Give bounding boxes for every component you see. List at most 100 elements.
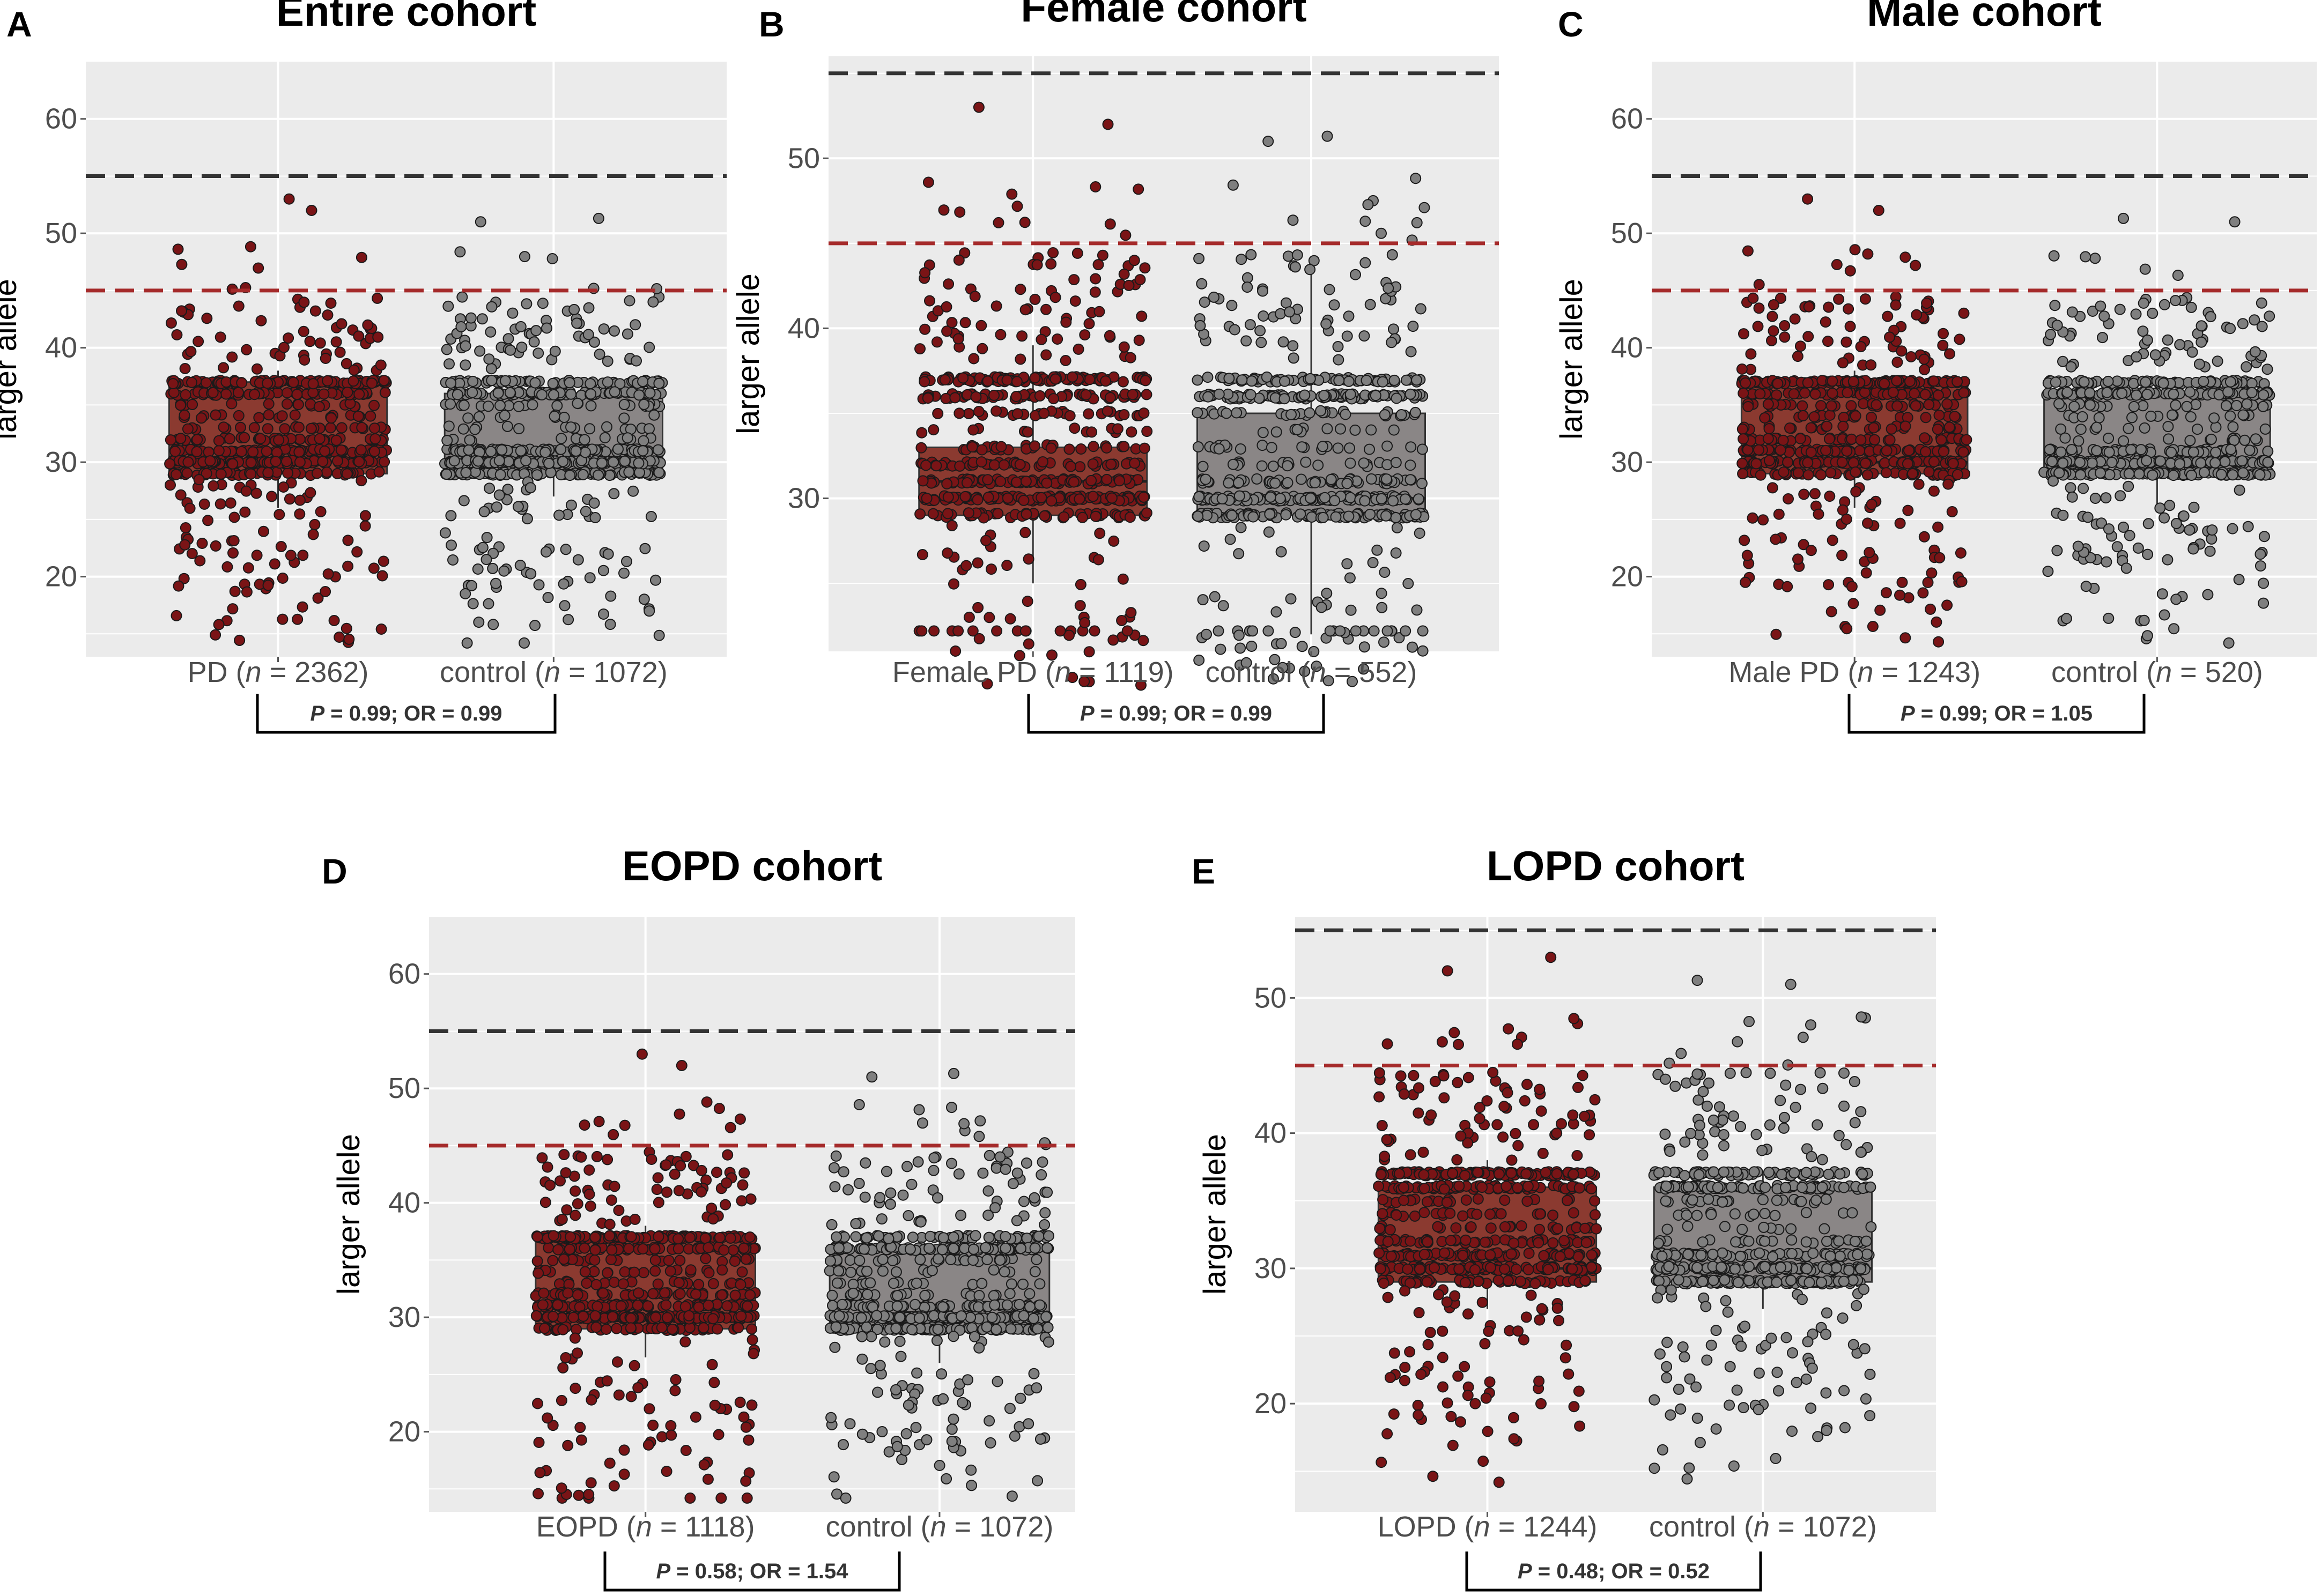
data-point	[1846, 581, 1858, 592]
data-point	[618, 567, 630, 579]
data-point	[1865, 359, 1877, 371]
data-point	[1312, 459, 1324, 471]
data-point	[557, 456, 569, 467]
data-point	[625, 1231, 637, 1243]
n-value: 1072	[594, 656, 658, 688]
data-point	[2097, 332, 2108, 344]
data-point	[2131, 351, 2142, 363]
or-value: 0.99	[461, 702, 502, 725]
data-point	[210, 629, 221, 641]
y-tick-label: 50	[1611, 217, 1643, 249]
data-point	[917, 475, 929, 487]
data-point	[1813, 508, 1824, 520]
data-point	[1274, 493, 1286, 504]
data-point	[1377, 376, 1388, 388]
data-point	[493, 489, 505, 501]
data-point	[1208, 291, 1219, 303]
data-point	[304, 336, 316, 347]
n-value: 1243	[1906, 656, 1971, 688]
data-point	[2154, 455, 2166, 467]
data-point	[1289, 261, 1301, 273]
data-point	[1961, 434, 1972, 446]
paren-close: )	[1407, 656, 1417, 688]
data-point	[1860, 457, 1872, 469]
data-point	[2185, 301, 2197, 313]
data-point	[1868, 422, 1880, 434]
data-point	[1884, 434, 1896, 446]
data-point	[2262, 456, 2274, 468]
data-point	[1065, 461, 1077, 472]
data-point	[2103, 446, 2115, 458]
data-point	[950, 645, 962, 657]
data-point	[467, 375, 479, 387]
data-point	[460, 359, 471, 371]
data-point	[356, 475, 367, 487]
data-point	[579, 1242, 590, 1254]
data-point	[738, 1167, 750, 1179]
data-point	[533, 1437, 545, 1448]
data-point	[501, 420, 513, 432]
data-point	[608, 1129, 619, 1140]
data-point	[982, 492, 994, 503]
data-point	[931, 336, 943, 348]
data-point	[215, 468, 227, 480]
data-point	[546, 253, 558, 264]
data-point	[342, 560, 354, 572]
data-point	[1919, 389, 1931, 400]
data-point	[555, 443, 567, 455]
data-point	[1282, 460, 1293, 472]
data-point	[486, 301, 498, 313]
data-point	[2255, 548, 2266, 560]
data-point	[1108, 535, 1120, 547]
data-point	[2132, 542, 2144, 554]
data-point	[552, 1244, 564, 1256]
data-point	[1089, 286, 1101, 298]
data-point	[539, 447, 551, 458]
data-point	[476, 313, 488, 325]
data-point	[458, 495, 470, 507]
data-point	[972, 602, 984, 613]
data-point	[1836, 456, 1848, 468]
data-point	[1080, 389, 1092, 400]
y-tick-label: 40	[388, 1187, 420, 1219]
data-point	[1104, 218, 1116, 230]
data-point	[553, 1278, 565, 1290]
data-point	[180, 522, 191, 533]
data-point	[2055, 446, 2067, 458]
data-point	[1850, 410, 1861, 422]
data-point	[1386, 337, 1398, 348]
data-point	[514, 560, 526, 571]
data-point	[245, 457, 257, 469]
data-point	[1270, 606, 1282, 618]
data-point	[952, 625, 964, 637]
data-point	[1380, 510, 1392, 522]
data-point	[1227, 179, 1239, 191]
data-point	[1809, 488, 1821, 500]
data-point	[1304, 373, 1316, 384]
data-point	[315, 506, 327, 517]
data-point	[1049, 292, 1061, 303]
data-point	[512, 501, 524, 513]
data-point	[538, 1287, 550, 1299]
data-point	[1087, 491, 1099, 502]
data-point	[248, 422, 260, 434]
data-point	[2220, 400, 2232, 412]
data-point	[469, 424, 481, 435]
data-point	[2168, 623, 2180, 635]
data-point	[1388, 323, 1399, 335]
data-point	[534, 1467, 546, 1479]
data-point	[1921, 298, 1933, 309]
data-point	[1763, 423, 1775, 435]
data-point	[649, 1243, 661, 1254]
group-name: Female PD (	[892, 656, 1055, 688]
data-point	[169, 446, 181, 457]
data-point	[1235, 522, 1247, 533]
data-point	[2066, 491, 2078, 503]
data-point	[1361, 375, 1372, 386]
data-point	[1920, 412, 1932, 424]
data-point	[638, 435, 649, 447]
data-point	[941, 478, 953, 489]
data-point	[249, 389, 260, 400]
data-point	[1304, 264, 1316, 276]
data-point	[1058, 511, 1070, 523]
